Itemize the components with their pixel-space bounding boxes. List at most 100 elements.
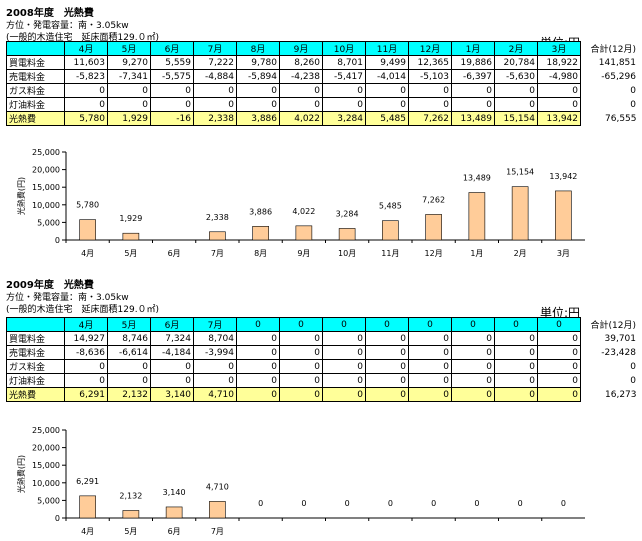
data-label: 0 bbox=[258, 499, 263, 508]
table-row: 売電料金 -8,636 -6,614 -4,184 -3,994 0 0 0 0 0 0 0 0 -23,… bbox=[6, 345, 639, 360]
table-cell: 0 bbox=[236, 359, 280, 374]
y-tick-label: 5,000 bbox=[37, 496, 60, 505]
y-tick-label: 5,000 bbox=[37, 218, 60, 227]
table-cell: 8,260 bbox=[279, 55, 323, 70]
table-cell: 4,710 bbox=[193, 387, 237, 402]
month-header: 2月 bbox=[494, 41, 538, 56]
table-cell: 0 bbox=[408, 345, 452, 360]
table-cell: 0 bbox=[322, 345, 366, 360]
table-cell: 0 bbox=[322, 373, 366, 388]
table-cell: 0 bbox=[107, 83, 151, 98]
bar bbox=[338, 228, 356, 241]
table-row: ガス料金 0 0 0 0 0 0 0 0 0 0 0 0 0 bbox=[6, 359, 639, 374]
table-header-row: 4月 5月 6月 7月 0 0 0 0 0 0 0 0 合計(12月) bbox=[6, 317, 639, 332]
corner-cell bbox=[6, 41, 65, 56]
data-label: 6,291 bbox=[76, 477, 99, 486]
table-cell: 0 bbox=[236, 373, 280, 388]
data-label: 4,710 bbox=[206, 482, 229, 491]
row-label: ガス料金 bbox=[6, 359, 65, 374]
table-cell: 2,338 bbox=[193, 111, 237, 126]
x-tick-label: 6月 bbox=[168, 527, 181, 536]
table-cell: 19,886 bbox=[451, 55, 495, 70]
table-cell: 20,784 bbox=[494, 55, 538, 70]
row-total: 141,851 bbox=[580, 55, 639, 70]
table-cell: 0 bbox=[322, 331, 366, 346]
month-header: 5月 bbox=[107, 41, 151, 56]
table-cell: 0 bbox=[494, 83, 538, 98]
table-cell: 0 bbox=[279, 373, 323, 388]
table-cell: 0 bbox=[279, 345, 323, 360]
table-cell: 0 bbox=[279, 387, 323, 402]
x-tick-label: 7月 bbox=[211, 249, 224, 258]
x-tick-label: 4月 bbox=[81, 527, 94, 536]
table-cell: 5,780 bbox=[64, 111, 108, 126]
data-label: 15,154 bbox=[506, 168, 534, 177]
bar bbox=[295, 225, 313, 241]
x-tick-label: 1月 bbox=[470, 249, 483, 258]
data-label: 0 bbox=[431, 499, 436, 508]
table-cell: 8,746 bbox=[107, 331, 151, 346]
table-cell: 0 bbox=[408, 97, 452, 112]
month-header: 0 bbox=[279, 317, 323, 332]
y-tick-label: 0 bbox=[55, 514, 60, 523]
table-cell: 12,365 bbox=[408, 55, 452, 70]
utility-cost-chart-2008: 0 5,000 10,000 15,000 20,000 25,000 光熱費(円) 5,78… bbox=[16, 148, 585, 258]
table-cell: 9,499 bbox=[365, 55, 409, 70]
table-cell: 0 bbox=[150, 373, 194, 388]
data-label: 13,489 bbox=[463, 174, 491, 183]
table-cell: -5,103 bbox=[408, 69, 452, 84]
table-cell: 3,140 bbox=[150, 387, 194, 402]
table-cell: 0 bbox=[451, 345, 495, 360]
table-cell: 3,284 bbox=[322, 111, 366, 126]
table-cell: 0 bbox=[236, 97, 280, 112]
table-cell: 18,922 bbox=[537, 55, 581, 70]
table-cell: 0 bbox=[451, 359, 495, 374]
data-label: 3,140 bbox=[163, 488, 186, 497]
table-cell: 0 bbox=[537, 83, 581, 98]
month-header: 3月 bbox=[537, 41, 581, 56]
data-label: 0 bbox=[474, 499, 479, 508]
table-cell: 0 bbox=[107, 373, 151, 388]
month-header: 8月 bbox=[236, 41, 280, 56]
y-tick-label: 10,000 bbox=[32, 479, 60, 488]
table-cell: 6,291 bbox=[64, 387, 108, 402]
table-cell: 7,324 bbox=[150, 331, 194, 346]
table-cell: 0 bbox=[193, 83, 237, 98]
bar bbox=[252, 226, 269, 241]
table-cell: 3,886 bbox=[236, 111, 280, 126]
bar bbox=[209, 501, 226, 519]
section-subtitle-house: (一般的木造住宅 延床面積129.０㎡) bbox=[6, 305, 160, 315]
data-label: 0 bbox=[518, 499, 523, 508]
month-header: 4月 bbox=[64, 41, 108, 56]
month-header: 0 bbox=[365, 317, 409, 332]
table-cell: 0 bbox=[150, 359, 194, 374]
section-subtitle-orientation: 方位・発電容量：南・3.05kw bbox=[6, 21, 129, 31]
table-cell: 2,132 bbox=[107, 387, 151, 402]
table-cell: 0 bbox=[150, 97, 194, 112]
table-cell: 13,942 bbox=[537, 111, 581, 126]
table-cell: 0 bbox=[236, 331, 280, 346]
table-cell: 5,559 bbox=[150, 55, 194, 70]
bar bbox=[511, 186, 529, 241]
table-cell: -4,884 bbox=[193, 69, 237, 84]
table-cell: 0 bbox=[537, 373, 581, 388]
row-label: 売電料金 bbox=[6, 69, 65, 84]
table-cell: -4,980 bbox=[537, 69, 581, 84]
row-total: -23,428 bbox=[580, 345, 639, 360]
month-header: 5月 bbox=[107, 317, 151, 332]
table-cell: 4,022 bbox=[279, 111, 323, 126]
table-row: 売電料金 -5,823 -7,341 -5,575 -4,884 -5,894 -4,238… bbox=[6, 69, 639, 84]
row-label: 買電料金 bbox=[6, 331, 65, 346]
row-label: 買電料金 bbox=[6, 55, 65, 70]
data-label: 13,942 bbox=[549, 172, 577, 181]
month-header: 6月 bbox=[150, 317, 194, 332]
table-cell: 0 bbox=[494, 359, 538, 374]
table-row: ガス料金 0 0 0 0 0 0 0 0 0 0 0 0 0 bbox=[6, 83, 639, 98]
table-cell: 0 bbox=[494, 387, 538, 402]
row-label: 売電料金 bbox=[6, 345, 65, 360]
table-cell: 9,270 bbox=[107, 55, 151, 70]
table-cell: 0 bbox=[365, 373, 409, 388]
data-label: 7,262 bbox=[422, 195, 445, 204]
table-cell: -5,823 bbox=[64, 69, 108, 84]
month-header: 7月 bbox=[193, 41, 237, 56]
